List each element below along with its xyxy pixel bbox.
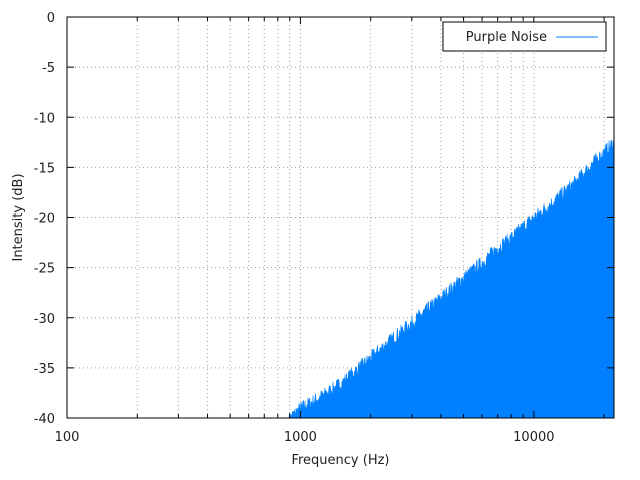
y-tick-label: -15 (34, 161, 55, 176)
y-tick-label: -20 (34, 212, 55, 227)
y-tick-label: 0 (47, 11, 55, 26)
y-tick-label: -10 (34, 111, 55, 126)
y-tick-label: -35 (34, 362, 55, 377)
legend-label-purple-noise: Purple Noise (466, 30, 547, 45)
x-tick-label: 100 (55, 430, 80, 445)
y-tick-label: -25 (34, 262, 55, 277)
series-area (288, 138, 615, 419)
y-tick-label: -30 (34, 312, 55, 327)
series-purple-noise-area (288, 138, 615, 419)
y-tick-label: -40 (34, 412, 55, 427)
x-axis-title: Frequency (Hz) (291, 453, 389, 468)
x-tick-label: 1000 (284, 430, 317, 445)
x-tick-label: 10000 (513, 430, 554, 445)
y-axis-title: Intensity (dB) (11, 173, 26, 261)
y-tick-label: -5 (42, 61, 55, 76)
legend: Purple Noise (442, 21, 607, 52)
